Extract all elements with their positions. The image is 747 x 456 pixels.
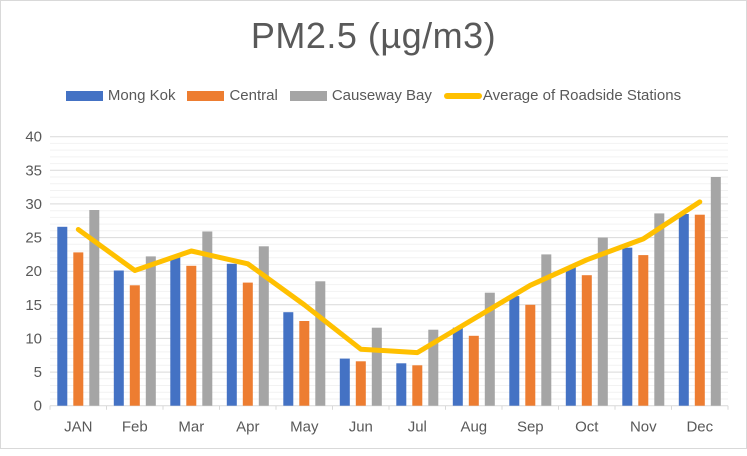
bar-causeway-bay-nov (654, 213, 665, 406)
bar-causeway-bay-jul (428, 329, 439, 406)
legend-label-central: Central (229, 87, 278, 104)
x-axis-label: Nov (630, 419, 657, 436)
y-axis-label: 15 (25, 297, 42, 314)
x-axis-label: Apr (236, 419, 259, 436)
bar-central-jan (73, 252, 84, 406)
x-axis-label: Dec (686, 419, 713, 436)
bar-mong-kok-feb (113, 270, 124, 406)
y-axis-label: 30 (25, 196, 42, 213)
bar-central-aug (468, 335, 479, 406)
bar-mong-kok-nov (622, 247, 633, 406)
legend-label-mong-kok: Mong Kok (107, 87, 176, 104)
bar-causeway-bay-mar (202, 231, 213, 406)
x-axis-label: Feb (122, 419, 148, 436)
legend-label-average: Average of Roadside Stations (482, 87, 682, 104)
bar-causeway-bay-apr (258, 246, 269, 406)
bar-mong-kok-aug (452, 327, 463, 406)
bar-causeway-bay-feb (145, 256, 156, 406)
x-axis-label: Jun (349, 419, 373, 436)
bar-central-feb (129, 285, 140, 406)
bar-central-oct (581, 275, 592, 406)
bar-mong-kok-jun (339, 358, 350, 406)
legend-swatch-average-line (443, 92, 482, 99)
bar-central-dec (694, 214, 705, 406)
x-axis-label: Mar (178, 419, 204, 436)
bar-central-sep (525, 304, 536, 406)
y-axis-label: 40 (25, 129, 42, 146)
bar-mong-kok-oct (565, 266, 576, 406)
x-axis-label: JAN (64, 419, 92, 436)
bar-causeway-bay-oct (597, 237, 608, 406)
bar-causeway-bay-sep (541, 254, 552, 406)
bar-causeway-bay-aug (484, 292, 495, 406)
legend-swatch-causeway-bay (289, 90, 327, 101)
legend-item-mong-kok[interactable]: Mong Kok (65, 87, 176, 104)
bar-mong-kok-apr (226, 263, 237, 406)
bar-central-jul (412, 365, 423, 406)
bar-central-jun (355, 361, 366, 406)
legend-item-causeway-bay[interactable]: Causeway Bay (289, 87, 432, 104)
bar-central-mar (186, 265, 197, 406)
x-axis-label: May (290, 419, 319, 436)
y-axis-label: 35 (25, 162, 42, 179)
average-of-roadside-stations-line (75, 199, 703, 356)
bar-causeway-bay-jun (371, 327, 382, 406)
plot-area: 0 5 10 15 20 25 30 35 40 JAN Feb Mar Apr May Jun Jul Aug… (25, 129, 729, 436)
bar-mong-kok-jul (396, 363, 407, 406)
bar-causeway-bay-jan (89, 210, 100, 406)
x-axis-label: Aug (460, 419, 487, 436)
bar-causeway-bay-dec (710, 177, 721, 406)
x-axis-label: Oct (575, 419, 599, 436)
bar-central-nov (638, 255, 649, 406)
bar-central-apr (242, 282, 253, 406)
x-axis-label: Jul (408, 419, 427, 436)
chart-title: PM2.5 (µg/m3) (250, 15, 497, 56)
legend-swatch-mong-kok (65, 90, 103, 101)
y-axis-label: 20 (25, 263, 42, 280)
bar-mong-kok-may (283, 312, 294, 406)
x-axis-label: Sep (517, 419, 544, 436)
y-axis-label: 10 (25, 330, 42, 347)
bar-central-may (299, 321, 310, 406)
bar-causeway-bay-may (315, 281, 326, 406)
bar-mong-kok-mar (170, 255, 181, 406)
y-axis-label: 25 (25, 230, 42, 247)
bar-mong-kok-dec (678, 214, 689, 406)
y-axis-label: 0 (34, 398, 42, 415)
bar-mong-kok-sep (509, 296, 520, 406)
legend-swatch-central (187, 90, 225, 101)
bar-mong-kok-jan (57, 226, 68, 406)
legend-item-average[interactable]: Average of Roadside Stations (443, 87, 682, 104)
legend-label-causeway-bay: Causeway Bay (331, 87, 432, 104)
y-axis-label: 5 (34, 364, 42, 381)
legend: Mong Kok Central Causeway Bay Average of… (1, 87, 746, 104)
legend-item-central[interactable]: Central (187, 87, 278, 104)
